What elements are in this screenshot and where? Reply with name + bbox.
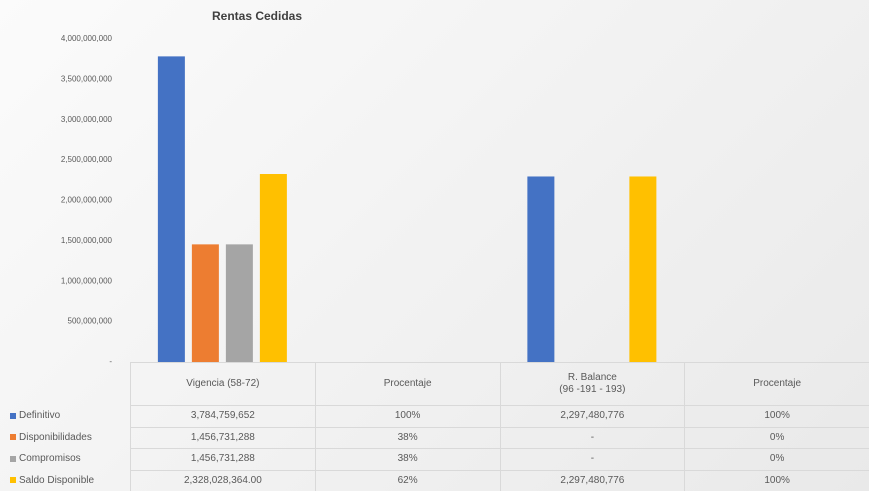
- legend-key: [10, 477, 16, 484]
- table-value: 100%: [684, 405, 869, 427]
- bar: [191, 244, 219, 362]
- table-value: 1,456,731,288: [130, 448, 315, 470]
- y-tick-label: 3,500,000,000: [61, 74, 113, 83]
- legend-key: [10, 455, 16, 462]
- table-value: 0%: [684, 448, 869, 470]
- legend-entry: Disponibilidades: [10, 427, 92, 449]
- bar: [225, 244, 253, 362]
- bar: [157, 56, 185, 363]
- table-value: -: [499, 426, 685, 448]
- table-header: Vigencia (58-72): [130, 362, 315, 405]
- legend-label: Compromisos: [19, 453, 81, 465]
- table-value: 38%: [314, 426, 500, 448]
- table-value: 1,456,731,288: [130, 426, 315, 448]
- table-header: R. Balance (96 -191 - 193): [499, 362, 685, 405]
- y-tick-label: 3,000,000,000: [61, 115, 113, 124]
- table-value: 2,328,028,364.00: [130, 469, 315, 491]
- y-tick-label: 2,000,000,000: [61, 196, 113, 205]
- y-tick-label: 4,000,000,000: [61, 34, 113, 43]
- table-value: 38%: [314, 448, 500, 470]
- y-tick-label: -: [109, 357, 112, 366]
- chart-title: Rentas Cedidas: [212, 9, 302, 23]
- y-tick-label: 2,500,000,000: [61, 155, 113, 164]
- bar: [527, 176, 555, 362]
- table-value: 62%: [314, 469, 500, 491]
- legend-label: Saldo Disponible: [19, 474, 95, 486]
- table-value: 2,297,480,776: [499, 469, 685, 491]
- table-value: 100%: [314, 405, 500, 427]
- legend-entry: Saldo Disponible: [10, 470, 94, 491]
- table-value: 3,784,759,652: [130, 405, 315, 427]
- table-value: -: [499, 448, 685, 470]
- legend-entry: Compromisos: [10, 448, 81, 470]
- bar: [629, 176, 657, 362]
- legend-key: [10, 412, 16, 419]
- table-value: 0%: [684, 426, 869, 448]
- legend-entry: Definitivo: [10, 405, 60, 427]
- legend-label: Disponibilidades: [19, 431, 92, 443]
- y-tick-label: 1,500,000,000: [61, 236, 113, 245]
- table-value: 2,297,480,776: [499, 405, 685, 427]
- table-header: Procentaje: [314, 362, 500, 405]
- bar: [259, 174, 287, 362]
- y-tick-label: 500,000,000: [68, 317, 113, 326]
- y-tick-label: 1,000,000,000: [61, 276, 113, 285]
- table-value: 100%: [684, 469, 869, 491]
- legend-label: Definitivo: [19, 410, 61, 422]
- table-header: Procentaje: [684, 362, 869, 405]
- legend-key: [10, 434, 16, 441]
